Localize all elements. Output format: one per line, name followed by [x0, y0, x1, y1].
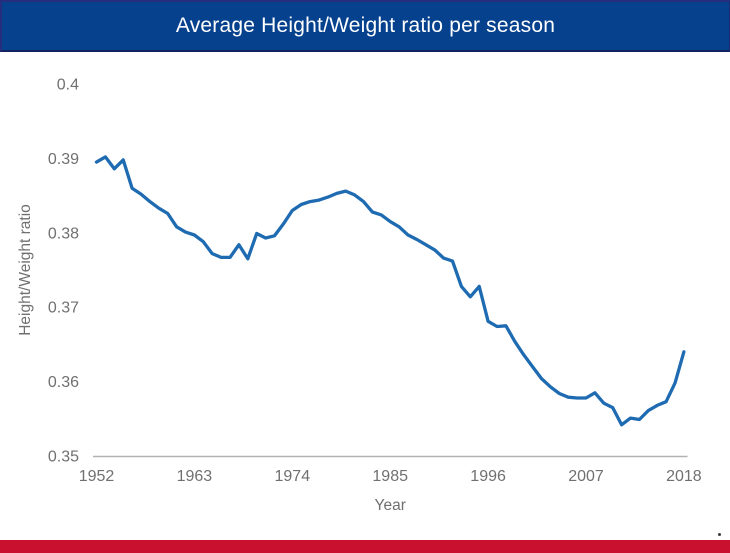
footer-accent-bar: [0, 540, 730, 553]
y-tick-label: 0.36: [48, 374, 79, 391]
chart-title-bar: Average Height/Weight ratio per season: [0, 0, 730, 52]
x-tick-label: 2018: [666, 468, 702, 485]
x-axis-title: Year: [375, 497, 406, 514]
artifact-dot: [718, 533, 721, 536]
chart-title: Average Height/Weight ratio per season: [175, 14, 556, 37]
y-tick-label: 0.35: [48, 449, 79, 466]
series-line: [94, 155, 686, 427]
y-tick-label: 0.4: [57, 77, 79, 94]
x-tick-label: 1952: [79, 468, 115, 485]
y-tick-label: 0.37: [48, 300, 79, 317]
x-tick-label: 1985: [372, 468, 408, 485]
x-tick-label: 1996: [470, 468, 506, 485]
y-axis-title: Height/Weight ratio: [17, 204, 34, 336]
y-tick-label: 0.39: [48, 151, 79, 168]
x-tick-label: 2007: [568, 468, 604, 485]
y-tick-label: 0.38: [48, 225, 79, 242]
x-tick-label: 1974: [275, 468, 311, 485]
x-tick-label: 1963: [177, 468, 213, 485]
